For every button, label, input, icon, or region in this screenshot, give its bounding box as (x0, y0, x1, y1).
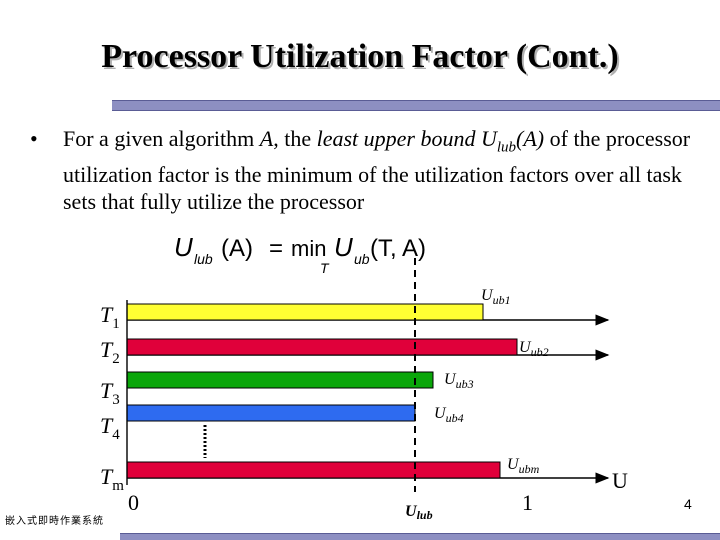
formula: U lub (A) = min T U ub (T, A) (174, 232, 426, 276)
footer-course-name: 嵌入式即時作業系統 (5, 516, 104, 527)
formula-lhs-arg: (A) (221, 235, 253, 262)
task-label-t3: T3 (100, 378, 120, 408)
bar-t3 (126, 371, 434, 389)
footer-divider (120, 533, 720, 540)
title-divider (112, 100, 720, 111)
slide-title: Processor Utilization Factor (Cont.) (101, 38, 619, 75)
bullet-mid: , the (273, 126, 317, 151)
task-label-tm: Tm (100, 464, 124, 494)
bar-tm (126, 461, 501, 479)
task-label-t1: T1 (100, 302, 120, 332)
formula-rhs-sub: ub (354, 251, 370, 267)
formula-lhs-main: U (174, 232, 193, 262)
formula-lhs-sub: lub (194, 251, 213, 267)
ub-label-t3: Uub3 (444, 371, 474, 391)
bar-t1 (126, 303, 484, 321)
axis-u-label: U (612, 468, 628, 493)
bullet-var: A (259, 126, 274, 151)
formula-rhs-arg: (T, A) (370, 235, 426, 262)
bullet-dot-icon: • (30, 126, 38, 151)
formula-rhs-main: U (334, 232, 353, 262)
formula-min: min (291, 236, 326, 261)
ub-label-t2: Uub2 (519, 339, 549, 359)
task-label-t2: T2 (100, 337, 120, 367)
bullet-arg: (A) (516, 126, 545, 151)
bullet-paragraph: • For a given algorithm A, the least upp… (30, 125, 700, 215)
bullet-text: For a given algorithm A, the least upper… (63, 125, 700, 215)
bar-t2 (126, 338, 518, 356)
formula-equals: = (269, 235, 283, 262)
ub-label-tm: Uubm (507, 456, 540, 476)
bullet-intro: For a given algorithm (63, 126, 260, 151)
bar-t4 (126, 404, 416, 422)
bullet-term: least upper bound U (316, 126, 497, 151)
page-number: 4 (684, 496, 692, 512)
ub-label-t4: Uub4 (434, 405, 464, 425)
bullet-rest: of the processor utilization factor is t… (63, 126, 691, 215)
axis-lub-label: Ulub (405, 503, 433, 522)
task-label-t4: T4 (100, 413, 120, 443)
bullet-sub: lub (496, 139, 517, 156)
formula-min-under: T (320, 260, 330, 276)
ub-label-t1: Uub1 (481, 287, 511, 307)
axis-one-label: 1 (522, 490, 533, 515)
axis-zero-label: 0 (128, 490, 139, 515)
